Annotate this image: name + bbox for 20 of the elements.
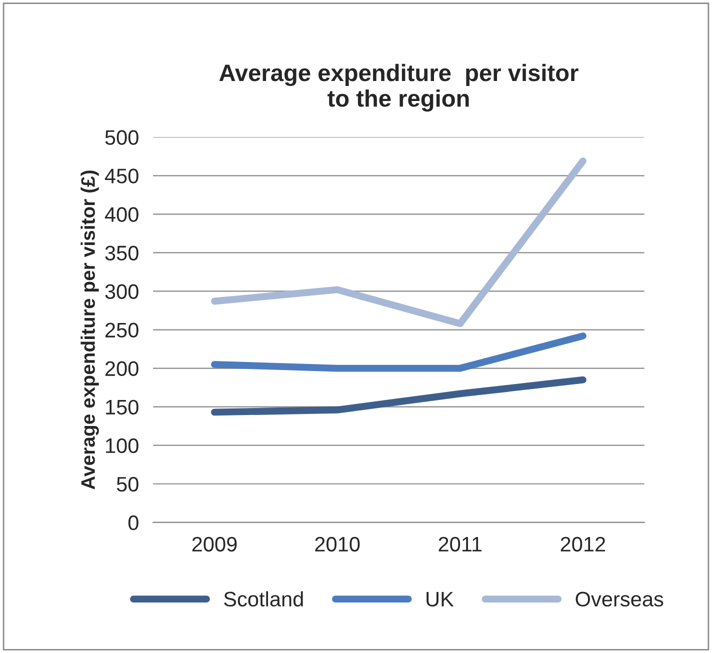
y-tick-label: 450 bbox=[104, 168, 138, 184]
y-tick-label: 150 bbox=[106, 400, 138, 415]
y-tick-label: 50 bbox=[116, 476, 138, 492]
y-tick-label: 350 bbox=[105, 246, 138, 260]
y-tick-label: 100 bbox=[106, 438, 138, 454]
x-tick-label: 2012 bbox=[560, 536, 606, 552]
y-tick-label: 250 bbox=[105, 322, 138, 338]
y-tick-label: 500 bbox=[105, 130, 138, 145]
y-tick-label: 0 bbox=[128, 515, 138, 530]
y-axis-title: Average expenditure per visitor (£) bbox=[80, 170, 99, 490]
legend-label: Scotland bbox=[224, 591, 303, 607]
y-tick-label: 200 bbox=[105, 361, 138, 376]
x-tick-label: 2011 bbox=[438, 536, 482, 552]
chart-title: Average expenditure per visitor to the region bbox=[219, 64, 578, 112]
legend-label: UK bbox=[426, 592, 454, 607]
x-tick-label: 2009 bbox=[192, 536, 237, 552]
legend-label: Overseas bbox=[576, 592, 664, 607]
y-tick-label: 400 bbox=[104, 207, 138, 222]
x-tick-label: 2010 bbox=[315, 536, 360, 552]
y-tick-label: 300 bbox=[105, 284, 138, 299]
